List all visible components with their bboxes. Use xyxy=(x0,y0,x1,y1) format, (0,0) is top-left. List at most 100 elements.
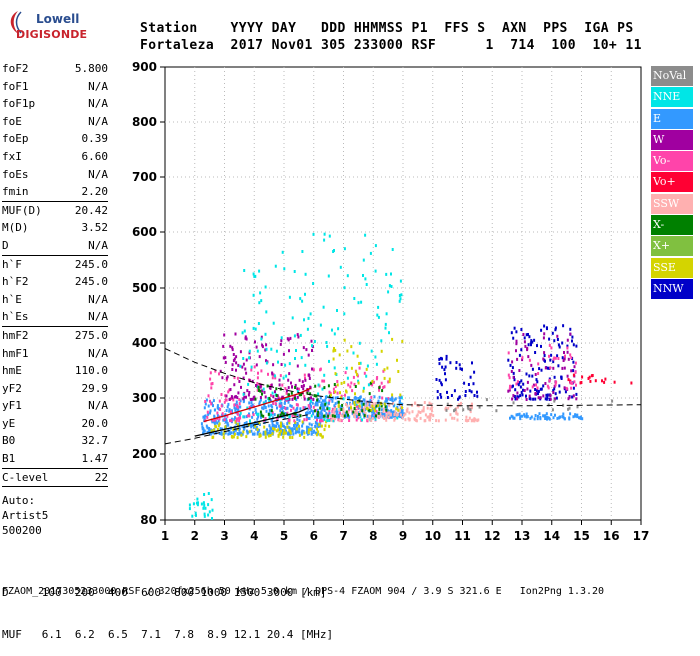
echo-point xyxy=(307,397,310,401)
echo-point xyxy=(264,395,267,399)
echo-point xyxy=(386,366,389,370)
echo-point xyxy=(338,408,341,412)
echo-point xyxy=(233,406,236,410)
echo-point xyxy=(324,424,327,428)
echo-point xyxy=(366,414,369,418)
echo-point xyxy=(264,432,267,436)
echo-point xyxy=(294,412,297,416)
echo-point xyxy=(296,421,299,425)
echo-point xyxy=(368,403,371,407)
echo-point xyxy=(349,403,352,407)
echo-point xyxy=(426,406,429,410)
echo-point xyxy=(235,422,238,426)
echo-point xyxy=(301,420,304,424)
echo-point xyxy=(366,401,369,405)
echo-point xyxy=(298,419,301,423)
echo-point xyxy=(226,421,229,425)
echo-point xyxy=(268,415,271,419)
echo-point xyxy=(319,406,322,410)
echo-point xyxy=(510,370,513,373)
echo-point xyxy=(513,395,516,398)
echo-point xyxy=(241,425,244,429)
echo-point xyxy=(399,393,402,397)
echo-point xyxy=(286,406,289,410)
echo-point xyxy=(512,394,515,398)
echo-point xyxy=(555,380,558,384)
param-value: N/A xyxy=(88,167,108,181)
echo-point xyxy=(274,397,277,401)
echo-point xyxy=(513,326,516,330)
echo-point xyxy=(441,357,443,361)
echo-point xyxy=(568,406,571,410)
echo-point xyxy=(257,371,259,375)
echo-point xyxy=(563,351,565,354)
echo-point xyxy=(341,403,344,407)
echo-point xyxy=(308,377,311,380)
echo-point xyxy=(384,400,387,404)
footer-info: FZAOM_2017305233000.RSF / 320fx256h 50 k… xyxy=(2,586,605,597)
echo-point xyxy=(378,386,381,390)
echo-point xyxy=(235,355,238,359)
echo-point xyxy=(207,412,210,416)
echo-point xyxy=(350,406,352,410)
echo-point xyxy=(453,416,456,420)
echo-point xyxy=(271,418,273,422)
echo-point xyxy=(224,356,227,360)
echo-point xyxy=(316,418,318,422)
echo-point xyxy=(387,409,390,413)
echo-point xyxy=(355,404,358,408)
echo-point xyxy=(548,378,551,382)
echo-point xyxy=(467,407,470,411)
echo-point xyxy=(347,413,349,417)
echo-point xyxy=(256,427,259,431)
echo-point xyxy=(526,387,529,391)
echo-point xyxy=(449,413,452,417)
echo-point xyxy=(510,385,513,389)
echo-point xyxy=(517,395,520,399)
echo-point xyxy=(339,391,341,395)
echo-point xyxy=(304,406,307,410)
echo-point xyxy=(291,436,294,439)
echo-point xyxy=(352,351,355,355)
echo-point xyxy=(311,344,313,348)
echo-point xyxy=(236,405,239,409)
echo-point xyxy=(389,415,391,419)
param-label: foF1p xyxy=(2,97,36,111)
echo-point xyxy=(543,332,546,336)
echo-point xyxy=(386,398,389,402)
echo-point xyxy=(338,419,341,423)
echo-point xyxy=(544,414,547,418)
echo-point xyxy=(309,312,312,316)
echo-point xyxy=(313,340,316,343)
echo-point xyxy=(388,403,391,407)
echo-point xyxy=(251,379,254,383)
echo-point xyxy=(227,402,230,406)
echo-point xyxy=(546,384,549,388)
echo-point xyxy=(473,370,476,374)
param-label: h`F xyxy=(2,257,22,271)
echo-point xyxy=(288,372,291,376)
echo-point xyxy=(511,415,514,419)
echo-point xyxy=(554,413,556,417)
echo-point xyxy=(360,300,363,304)
echo-point xyxy=(236,423,239,427)
echo-point xyxy=(301,380,304,384)
echo-point xyxy=(304,292,306,296)
echo-point xyxy=(342,397,345,401)
echo-point xyxy=(239,364,242,368)
param-value: N/A xyxy=(88,399,108,413)
echo-point xyxy=(424,419,427,423)
echo-point xyxy=(534,373,537,376)
echo-point xyxy=(429,407,432,411)
echo-point xyxy=(290,429,293,433)
echo-point xyxy=(526,348,529,352)
echo-point xyxy=(394,414,397,418)
echo-point xyxy=(512,371,515,375)
echo-point xyxy=(227,390,230,394)
legend-item: SSW xyxy=(651,193,693,214)
echo-point xyxy=(367,408,370,412)
echo-point xyxy=(256,349,259,353)
echo-point xyxy=(276,406,278,410)
echo-point xyxy=(293,424,295,427)
echo-point xyxy=(374,409,377,413)
